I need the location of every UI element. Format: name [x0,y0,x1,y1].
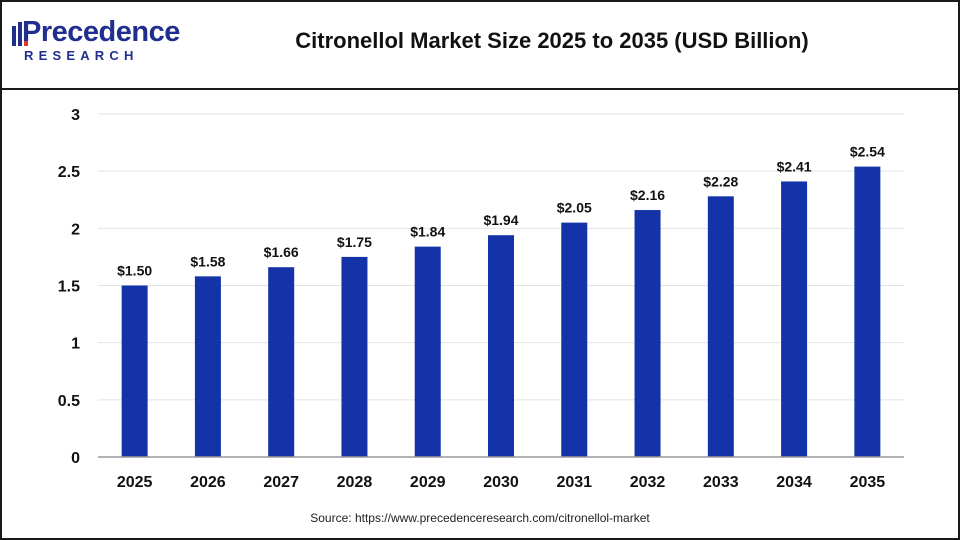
bar-chart: 00.511.522.53 $1.50$1.58$1.66$1.75$1.84$… [58,107,904,491]
y-tick-label: 1.5 [58,279,80,296]
x-tick-label: 2033 [703,474,739,491]
bar [341,256,368,457]
bar [268,267,295,457]
y-tick-label: 0.5 [58,393,80,410]
data-labels: $1.50 $1.58 $1.66 $1.75 $1.84 $1.94 $2.05 $2.16… [117,144,885,279]
data-label: $2.54 [850,144,885,160]
precedence-research-logo: Precedence RESEARCH [12,16,180,66]
x-tick-label: 2027 [263,474,299,491]
data-label: $1.50 [117,263,152,279]
data-label: $2.28 [703,173,738,189]
y-tick-label: 2.5 [58,164,80,181]
x-axis-ticks: 2025 2026 2027 2028 2029 2030 2031 2032 2033 2034… [117,474,885,491]
y-tick-label: 2 [71,221,80,238]
bars [121,166,881,457]
data-label: $1.58 [190,253,225,269]
data-label: $2.41 [777,158,812,174]
bar [194,276,221,457]
logo-text-top: Precedence [22,16,180,48]
data-label: $1.84 [410,224,445,240]
x-tick-label: 2030 [483,474,519,491]
x-tick-label: 2034 [776,474,812,491]
source-note: Source: https://www.precedenceresearch.c… [310,511,650,525]
bar [854,166,881,457]
y-tick-label: 1 [71,336,80,353]
logo-text-bottom: RESEARCH [24,48,139,63]
bar [561,222,588,457]
bar [707,196,734,457]
x-tick-label: 2029 [410,474,446,491]
x-tick-label: 2026 [190,474,226,491]
data-label: $1.75 [337,234,372,250]
data-label: $2.05 [557,200,592,216]
chart-title: Citronellol Market Size 2025 to 2035 (US… [295,28,809,53]
data-label: $1.94 [483,212,518,228]
bar [634,210,661,457]
x-tick-label: 2031 [556,474,592,491]
bar [121,285,148,457]
bar [414,246,441,457]
data-label: $2.16 [630,187,665,203]
bar [781,181,808,457]
data-label: $1.66 [264,244,299,260]
logo-mark-icon [12,22,28,46]
y-axis-ticks: 0 0.5 1 1.5 2 2.5 3 [58,107,80,467]
y-tick-label: 0 [71,450,80,467]
x-tick-label: 2032 [630,474,666,491]
header: Precedence RESEARCH Citronellol Market S… [2,2,958,90]
x-tick-label: 2035 [850,474,886,491]
y-tick-label: 3 [71,107,80,124]
x-tick-label: 2025 [117,474,153,491]
x-tick-label: 2028 [337,474,373,491]
bar [488,235,514,457]
